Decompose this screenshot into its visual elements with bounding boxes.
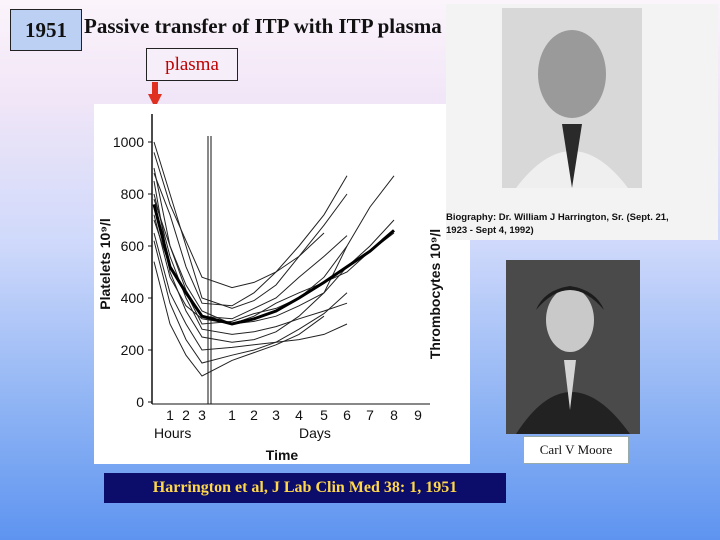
day-tick-label: 2 <box>250 407 258 423</box>
series-line-7 <box>153 240 348 364</box>
y-tick-label: 600 <box>121 238 145 254</box>
series-line-2 <box>153 214 395 325</box>
series-line-3 <box>153 175 395 343</box>
series-line-1 <box>153 167 395 325</box>
series-line-5 <box>153 232 348 351</box>
day-tick-label: 8 <box>390 407 398 423</box>
photo-harrington: Biography: Dr. William J Harrington, Sr.… <box>446 4 718 240</box>
portrait-moore-icon <box>506 260 640 434</box>
series-line-9 <box>153 261 325 377</box>
day-tick-label: 1 <box>228 407 236 423</box>
citation: Harrington et al, J Lab Clin Med 38: 1, … <box>104 473 506 503</box>
series-line-6 <box>153 199 348 320</box>
y-axis-label-right: Thrombocytes 10⁹/l <box>427 229 443 359</box>
hour-tick-label: 3 <box>198 407 206 423</box>
bio-caption-line1: Biography: Dr. William J Harrington, Sr.… <box>446 212 669 223</box>
hour-tick-label: 1 <box>166 407 174 423</box>
y-axis-label-left: Platelets 10⁹/l <box>97 218 113 309</box>
plasma-label: plasma <box>146 48 238 81</box>
series-line-12 <box>153 193 348 335</box>
series-line-8 <box>153 173 348 307</box>
mean-series-line <box>152 204 395 326</box>
day-tick-label: 4 <box>295 407 303 423</box>
day-tick-label: 7 <box>366 407 374 423</box>
y-tick-label: 800 <box>121 186 145 202</box>
caption-moore: Carl V Moore <box>523 436 629 464</box>
y-tick-label: 400 <box>121 290 145 306</box>
year-label: 1951 <box>10 9 82 51</box>
x-axis-label-time: Time <box>266 447 299 463</box>
platelet-chart: 0 200 400 600 800 1000 1 2 3 1 2 3 4 5 6 7 8 9 Hours Days Ti… <box>94 104 470 464</box>
photo-moore <box>506 260 640 434</box>
x-axis-label-days: Days <box>299 425 331 441</box>
series-line-4 <box>153 141 348 309</box>
day-tick-label: 5 <box>320 407 328 423</box>
y-tick-label: 1000 <box>113 134 144 150</box>
x-axis-label-hours: Hours <box>154 425 191 441</box>
day-tick-label: 9 <box>414 407 422 423</box>
hour-tick-label: 2 <box>182 407 190 423</box>
down-arrow-icon <box>148 82 162 108</box>
y-tick-label: 0 <box>136 394 144 410</box>
bio-caption-line2: 1923 - Sept 4, 1992) <box>446 225 534 236</box>
day-tick-label: 6 <box>343 407 351 423</box>
portrait-harrington-icon: Biography: Dr. William J Harrington, Sr.… <box>446 8 669 236</box>
series-line-10 <box>153 152 325 289</box>
y-tick-label: 200 <box>121 342 145 358</box>
slide-title: Passive transfer of ITP with ITP plasma <box>84 14 442 38</box>
day-tick-label: 3 <box>272 407 280 423</box>
